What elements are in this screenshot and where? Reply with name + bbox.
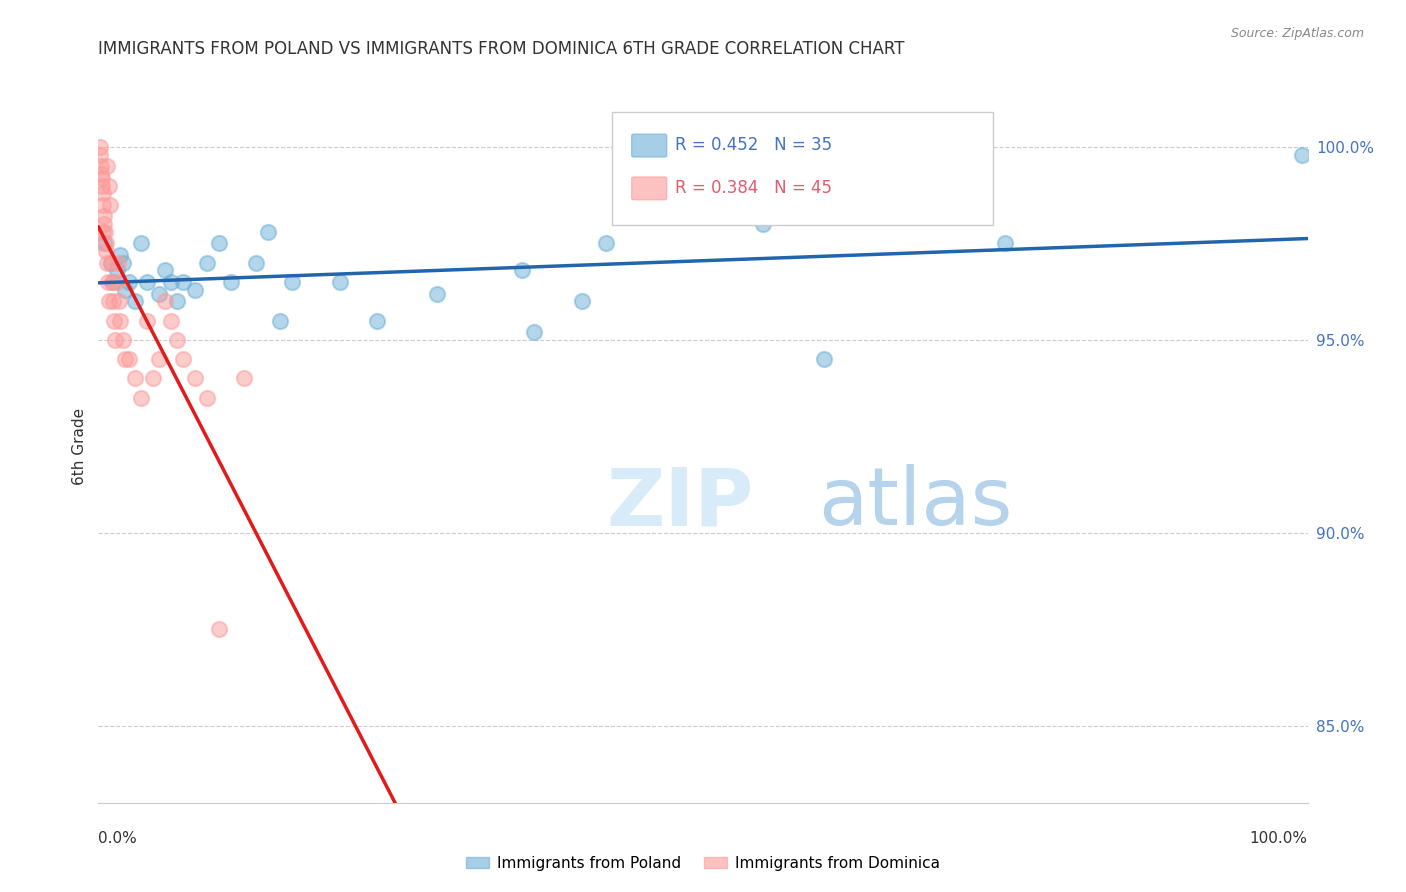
Point [523,325,546,339]
Point [94,225,117,239]
Point [329,275,352,289]
Point [195,256,218,270]
Point [166,294,188,309]
Point [93,236,115,251]
Point [96,256,118,270]
Point [752,217,775,231]
Point [172,352,194,367]
Point [124,371,146,385]
Text: Source: ZipAtlas.com: Source: ZipAtlas.com [1230,27,1364,40]
Point [148,286,170,301]
Point [111,333,134,347]
Point [245,256,267,270]
Point [111,256,134,270]
Point [160,275,183,289]
Point [91,198,114,212]
FancyBboxPatch shape [631,177,666,200]
Point [366,313,388,327]
Point [1291,148,1313,162]
Point [107,256,129,270]
Point [114,352,136,367]
Point [135,313,157,327]
Point [93,210,115,224]
Point [108,294,131,309]
Point [184,283,207,297]
Point [166,333,188,347]
Point [160,313,183,327]
Point [221,275,243,289]
Point [148,352,170,367]
Point [89,148,111,162]
Point [105,263,128,277]
Text: atlas: atlas [818,464,1012,542]
Point [98,178,121,193]
Point [105,275,128,289]
Point [91,186,114,201]
Point [91,178,114,193]
Point [426,286,449,301]
Point [118,352,141,367]
Point [108,313,131,327]
Point [571,294,593,309]
Point [97,275,120,289]
Point [142,371,165,385]
Point [90,167,112,181]
Point [813,352,835,367]
Point [994,236,1017,251]
Point [98,198,121,212]
Text: IMMIGRANTS FROM POLAND VS IMMIGRANTS FROM DOMINICA 6TH GRADE CORRELATION CHART: IMMIGRANTS FROM POLAND VS IMMIGRANTS FRO… [98,40,905,58]
Text: 0.0%: 0.0% [98,831,138,846]
Point [232,371,254,385]
Point [114,283,136,297]
Point [281,275,304,289]
Point [184,371,207,385]
Point [195,391,218,405]
Point [153,294,176,309]
Point [100,256,122,270]
Point [100,275,122,289]
Point [510,263,533,277]
Point [172,275,194,289]
Point [118,275,141,289]
Point [90,159,112,173]
FancyBboxPatch shape [613,112,993,225]
Point [135,275,157,289]
Point [153,263,176,277]
Text: 100.0%: 100.0% [1250,831,1308,846]
Point [93,217,115,231]
Point [104,333,127,347]
Text: ZIP: ZIP [606,464,754,542]
Point [89,140,111,154]
Point [124,294,146,309]
Point [208,236,231,251]
Legend: Immigrants from Poland, Immigrants from Dominica: Immigrants from Poland, Immigrants from … [460,850,946,877]
Point [103,313,125,327]
Point [91,225,114,239]
Text: R = 0.384   N = 45: R = 0.384 N = 45 [675,178,832,196]
Point [101,294,124,309]
Point [108,248,131,262]
Point [129,391,152,405]
Point [96,244,118,259]
Point [96,159,118,173]
Point [94,236,117,251]
Point [208,622,231,636]
Point [91,170,114,185]
Point [595,236,617,251]
Point [101,275,124,289]
Point [256,225,278,239]
Y-axis label: 6th Grade: 6th Grade [72,408,87,484]
Point [129,236,152,251]
Text: R = 0.452   N = 35: R = 0.452 N = 35 [675,136,832,153]
Point [97,294,120,309]
FancyBboxPatch shape [631,134,666,157]
Point [100,256,122,270]
Point [269,313,291,327]
